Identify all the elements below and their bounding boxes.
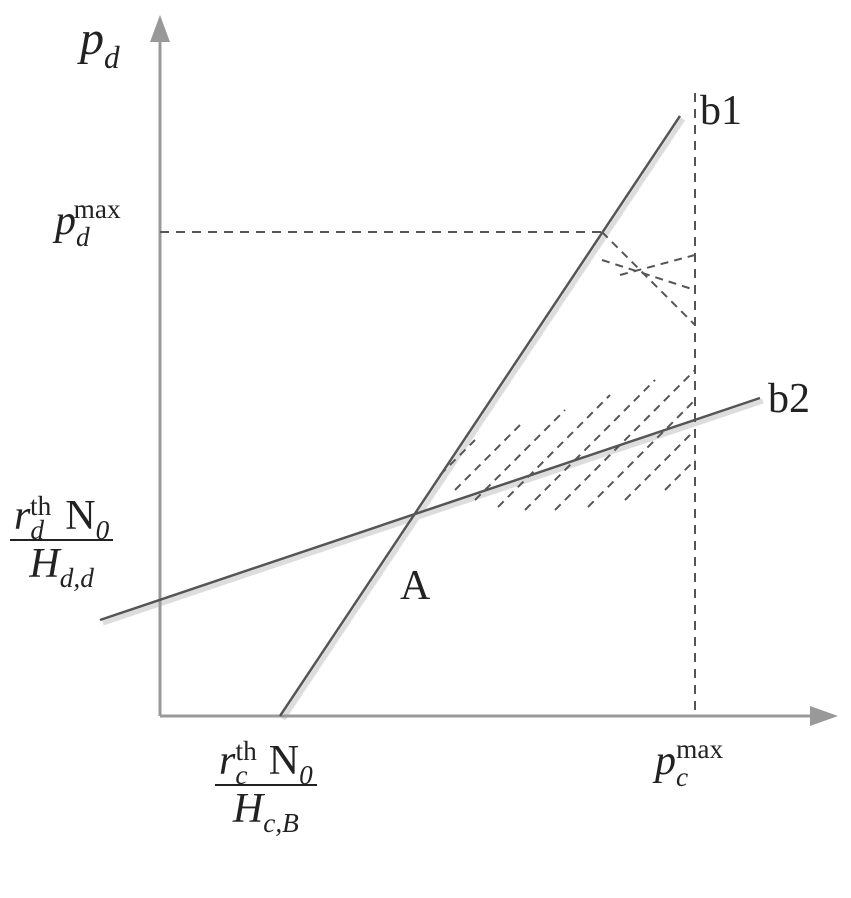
b2-shadow xyxy=(103,401,763,623)
chart-container: pd b1 b2 A pdmax pcmax rdthN0 Hd,d r xyxy=(0,0,851,898)
y-fraction-label: rdthN0 Hd,d xyxy=(10,495,113,585)
x-fraction-label: rcthN0 Hc,B xyxy=(215,740,317,830)
hatched-region xyxy=(440,232,695,510)
y-axis-arrow xyxy=(150,15,170,42)
point-A-label: A xyxy=(400,565,430,607)
x-axis-arrow xyxy=(810,706,838,726)
y-axis-label-main: p xyxy=(80,12,104,65)
b1-shadow xyxy=(283,119,683,719)
pd-max-label: pdmax xyxy=(55,200,137,242)
y-axis-label: pd xyxy=(80,15,120,63)
b2-label: b2 xyxy=(768,378,810,420)
y-axis-label-sub: d xyxy=(104,40,120,75)
b1-label: b1 xyxy=(700,90,742,132)
pc-max-label: pcmax xyxy=(655,740,735,782)
